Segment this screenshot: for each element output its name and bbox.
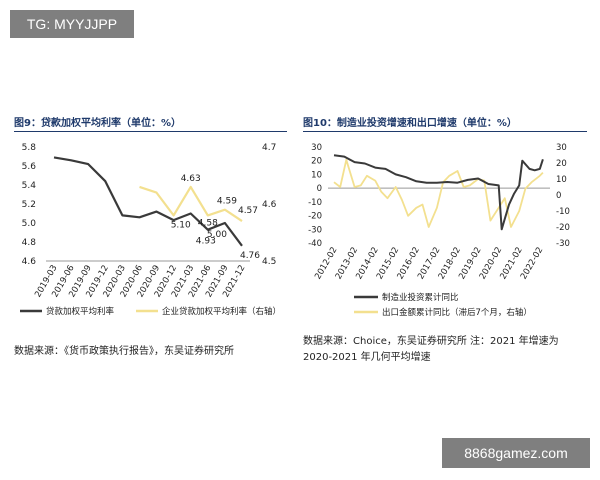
y2-tick-label: 0 bbox=[556, 191, 561, 201]
y2-tick-label: 30 bbox=[556, 143, 567, 153]
legend-label-0: 贷款加权平均利率 bbox=[46, 306, 115, 317]
watermark-top: TG: MYYJJPP bbox=[10, 10, 134, 38]
y-tick-label: 5.8 bbox=[22, 143, 37, 153]
data-label: 4.76 bbox=[240, 251, 260, 261]
y-tick-label: 4.8 bbox=[22, 238, 37, 248]
data-label: 4.59 bbox=[217, 197, 237, 207]
y2-tick-label: -30 bbox=[556, 239, 570, 249]
y-tick-label: 4.6 bbox=[22, 257, 37, 267]
y-tick-label: 5.0 bbox=[22, 219, 37, 229]
y-tick-label: -10 bbox=[308, 198, 322, 208]
chart-left-source: 数据来源：《货币政策执行报告》，东吴证券研究所 bbox=[14, 346, 234, 357]
data-label: 4.93 bbox=[196, 237, 216, 247]
series-line-1 bbox=[139, 185, 243, 223]
y-tick-label: 30 bbox=[311, 143, 322, 153]
y2-tick-label: 4.5 bbox=[262, 257, 276, 267]
data-label: 5.10 bbox=[171, 221, 191, 231]
chart-right-source-1: 数据来源：Choice，东吴证券研究所 注：2021 年增速为 bbox=[303, 336, 559, 347]
watermark-bottom: 8868gamez.com bbox=[442, 438, 590, 468]
y2-tick-label: 4.7 bbox=[262, 143, 276, 153]
y2-tick-label: -10 bbox=[556, 207, 570, 217]
chart-left-title: 图9：贷款加权平均利率（单位：%） bbox=[14, 118, 181, 129]
chart-left-title-rule bbox=[14, 131, 287, 132]
series-line-0 bbox=[53, 156, 243, 247]
legend-label-1: 出口金额累计同比（滞后7个月，右轴） bbox=[382, 307, 532, 318]
y2-tick-label: 10 bbox=[556, 175, 567, 185]
y-tick-label: 5.6 bbox=[22, 162, 37, 172]
y-tick-label: 5.4 bbox=[22, 181, 37, 191]
y2-tick-label: 20 bbox=[556, 159, 567, 169]
data-label: 4.58 bbox=[198, 218, 218, 228]
data-label: 5.00 bbox=[207, 230, 227, 240]
y2-tick-label: 4.6 bbox=[262, 200, 277, 210]
y-tick-label: 10 bbox=[311, 170, 322, 180]
series-line-1 bbox=[333, 158, 544, 228]
data-label: 4.63 bbox=[181, 174, 201, 184]
series-line-0 bbox=[333, 154, 544, 231]
data-label: 4.57 bbox=[238, 206, 258, 216]
y-tick-label: 5.2 bbox=[22, 200, 36, 210]
legend-label-0: 制造业投资累计同比 bbox=[382, 292, 459, 303]
legend-label-1: 企业贷款加权平均利率（右轴） bbox=[162, 306, 281, 317]
y2-tick-label: -20 bbox=[556, 223, 570, 233]
chart-right-title-rule bbox=[303, 131, 587, 132]
y-tick-label: -20 bbox=[308, 212, 322, 222]
y-tick-label: 0 bbox=[317, 184, 322, 194]
y-tick-label: 20 bbox=[311, 157, 322, 167]
y-tick-label: -30 bbox=[308, 225, 322, 235]
chart-right-title: 图10：制造业投资增速和出口增速（单位：%） bbox=[303, 118, 517, 129]
chart-right-svg: -40-30-20-100102030-30-20-1001020302012-… bbox=[308, 143, 570, 318]
y-tick-label: -40 bbox=[308, 239, 322, 249]
chart-right-source-2: 2020-2021 年几何平均增速 bbox=[303, 352, 431, 363]
chart-left-svg: 4.64.85.05.25.45.65.84.54.64.72019-03201… bbox=[20, 143, 281, 317]
